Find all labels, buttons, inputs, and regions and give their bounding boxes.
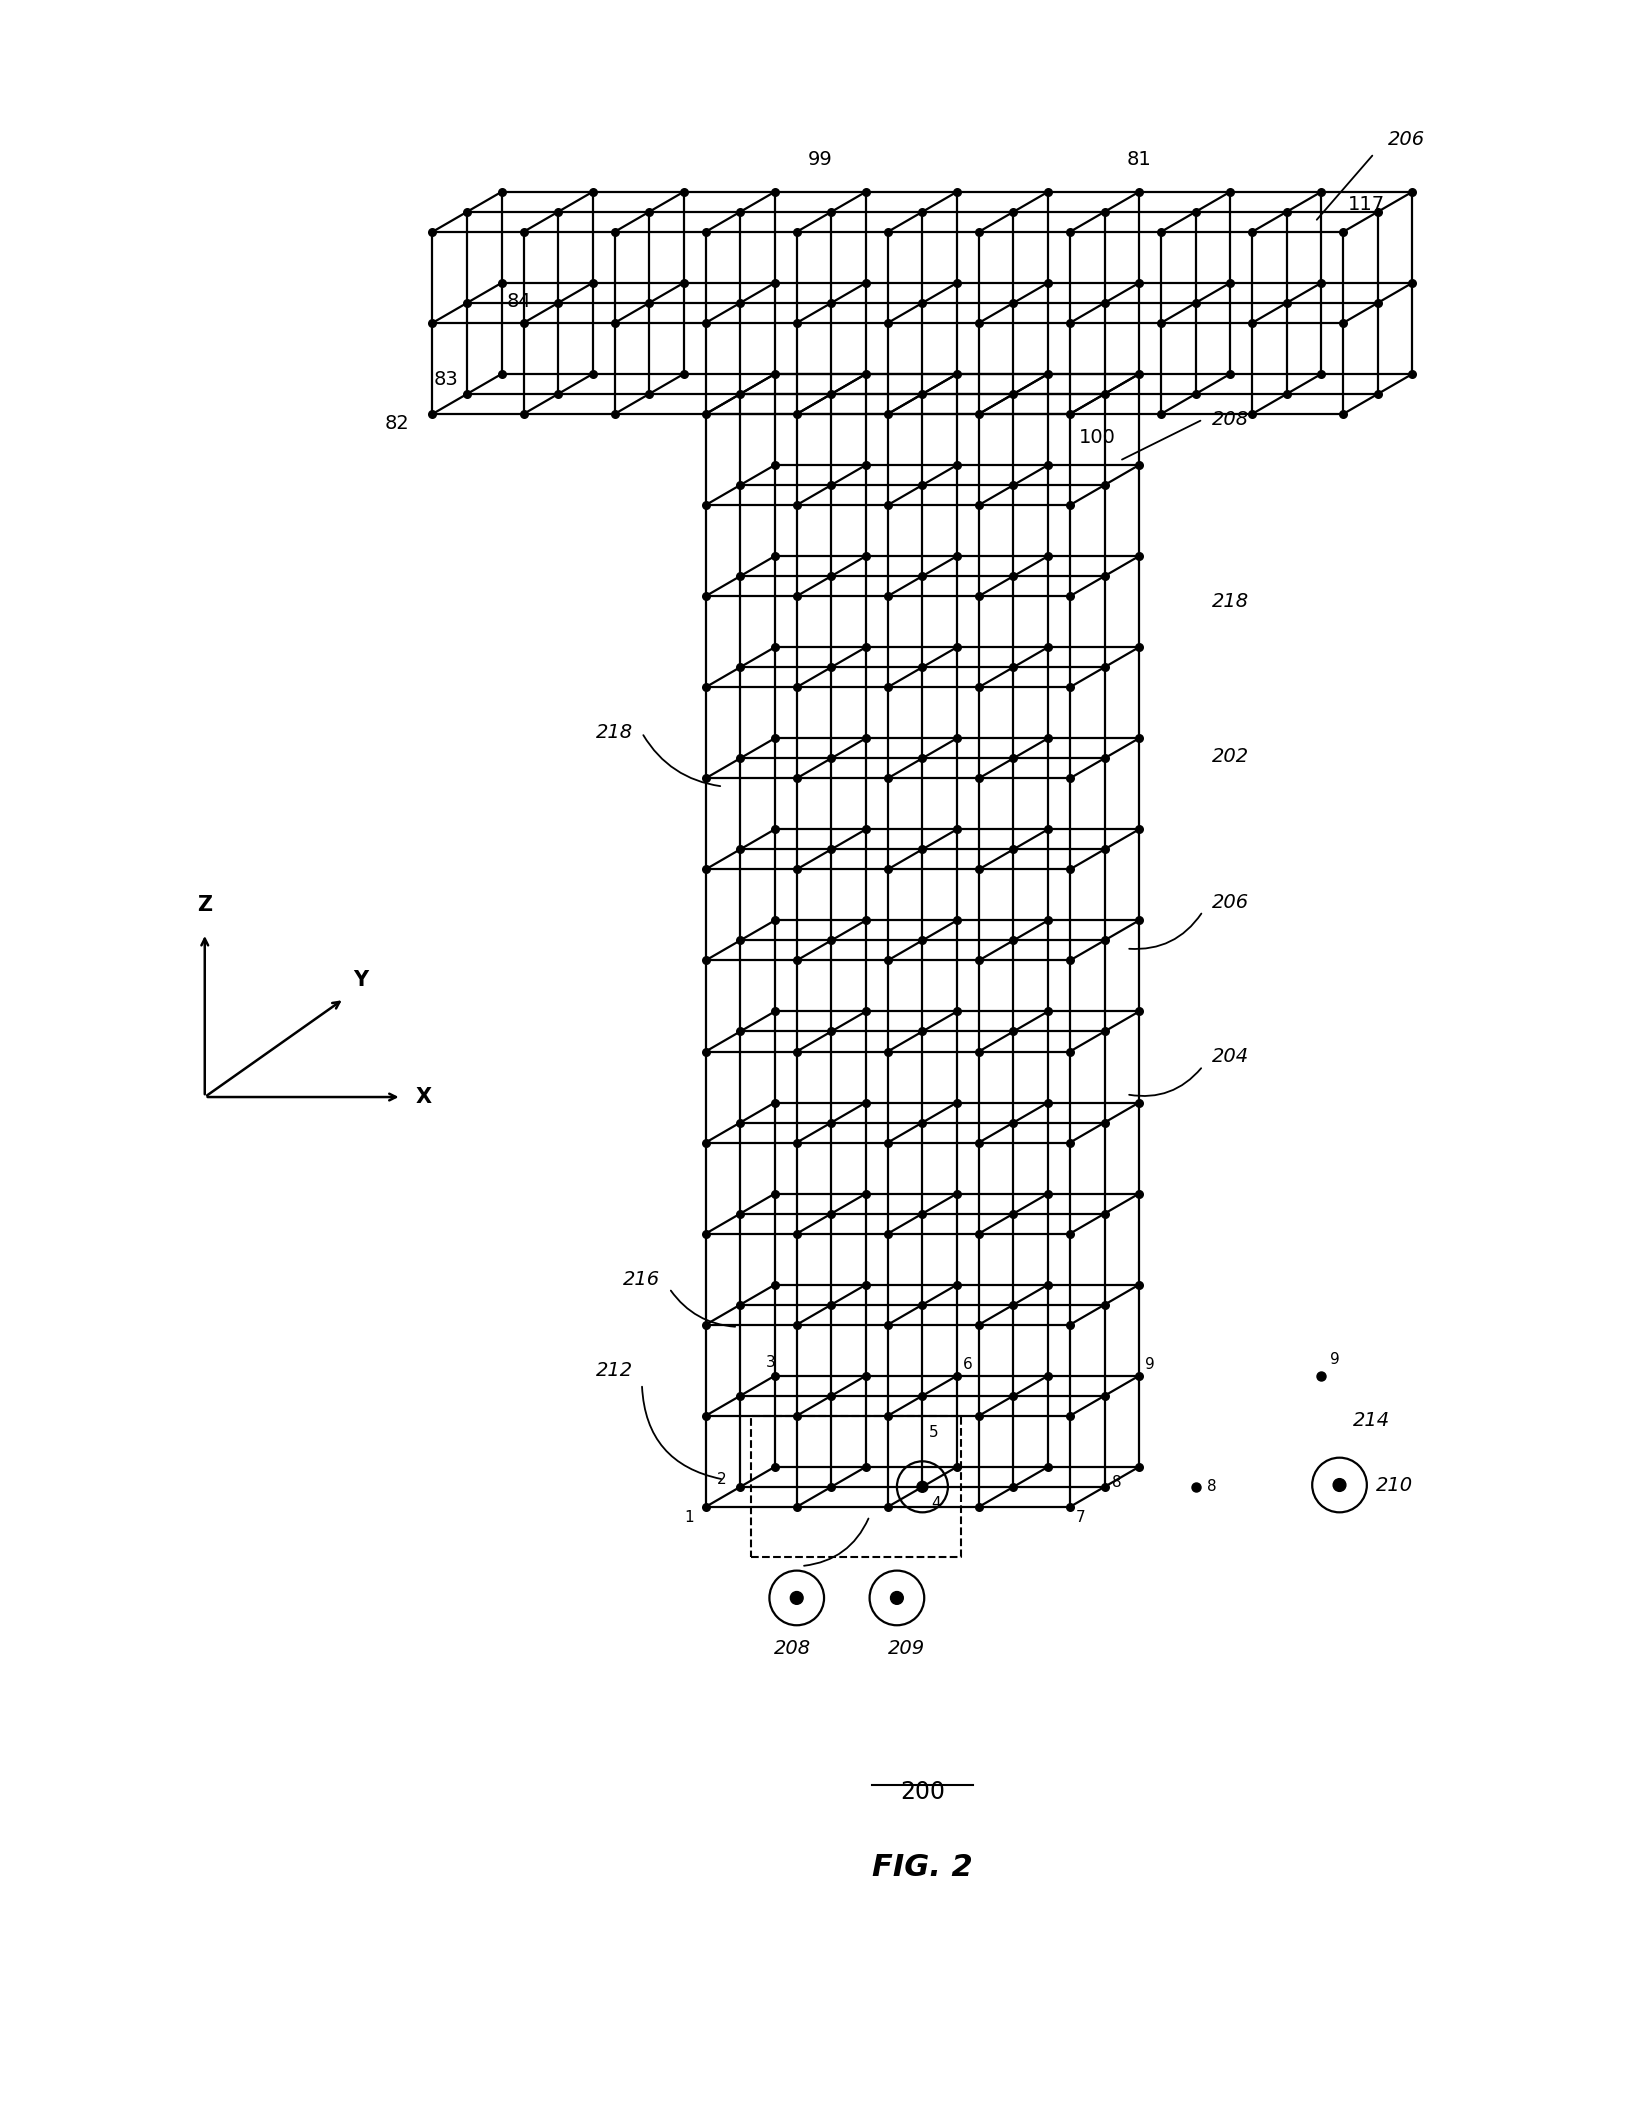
Text: 206: 206 [1211,892,1249,911]
Text: 2: 2 [718,1472,726,1487]
Text: 8: 8 [1206,1478,1216,1495]
Text: 81: 81 [1126,149,1152,168]
Circle shape [790,1592,803,1605]
Text: Z: Z [197,896,213,915]
Text: 212: 212 [595,1361,633,1380]
Text: 4: 4 [931,1495,941,1510]
Text: Y: Y [354,969,369,991]
Text: 214: 214 [1354,1411,1390,1430]
Circle shape [916,1481,928,1493]
Text: 5: 5 [929,1424,938,1441]
Text: FIG. 2: FIG. 2 [872,1853,974,1882]
Text: 82: 82 [385,414,410,433]
Circle shape [890,1592,903,1605]
Circle shape [1333,1478,1346,1491]
Text: 206: 206 [1388,130,1424,149]
Text: X: X [415,1087,431,1106]
Text: 8: 8 [1113,1474,1123,1489]
Text: 9: 9 [1146,1356,1155,1373]
Text: 216: 216 [623,1270,661,1289]
Text: 204: 204 [1211,1047,1249,1066]
Text: 208: 208 [1211,410,1249,429]
Text: 83: 83 [433,370,457,389]
Text: 1: 1 [685,1510,693,1525]
Text: 7: 7 [1077,1510,1085,1525]
Text: 99: 99 [808,149,833,168]
Text: 218: 218 [1211,593,1249,612]
Text: 208: 208 [774,1638,811,1657]
Text: 218: 218 [595,723,633,742]
Text: 200: 200 [900,1779,946,1804]
Text: 100: 100 [1078,427,1116,446]
Text: 6: 6 [964,1356,974,1373]
Text: 202: 202 [1211,747,1249,765]
Text: 209: 209 [887,1638,924,1657]
Text: 117: 117 [1347,196,1385,215]
Text: 3: 3 [765,1354,775,1369]
Text: 9: 9 [1331,1352,1341,1367]
Text: 84: 84 [506,292,531,311]
Text: 210: 210 [1377,1476,1413,1495]
